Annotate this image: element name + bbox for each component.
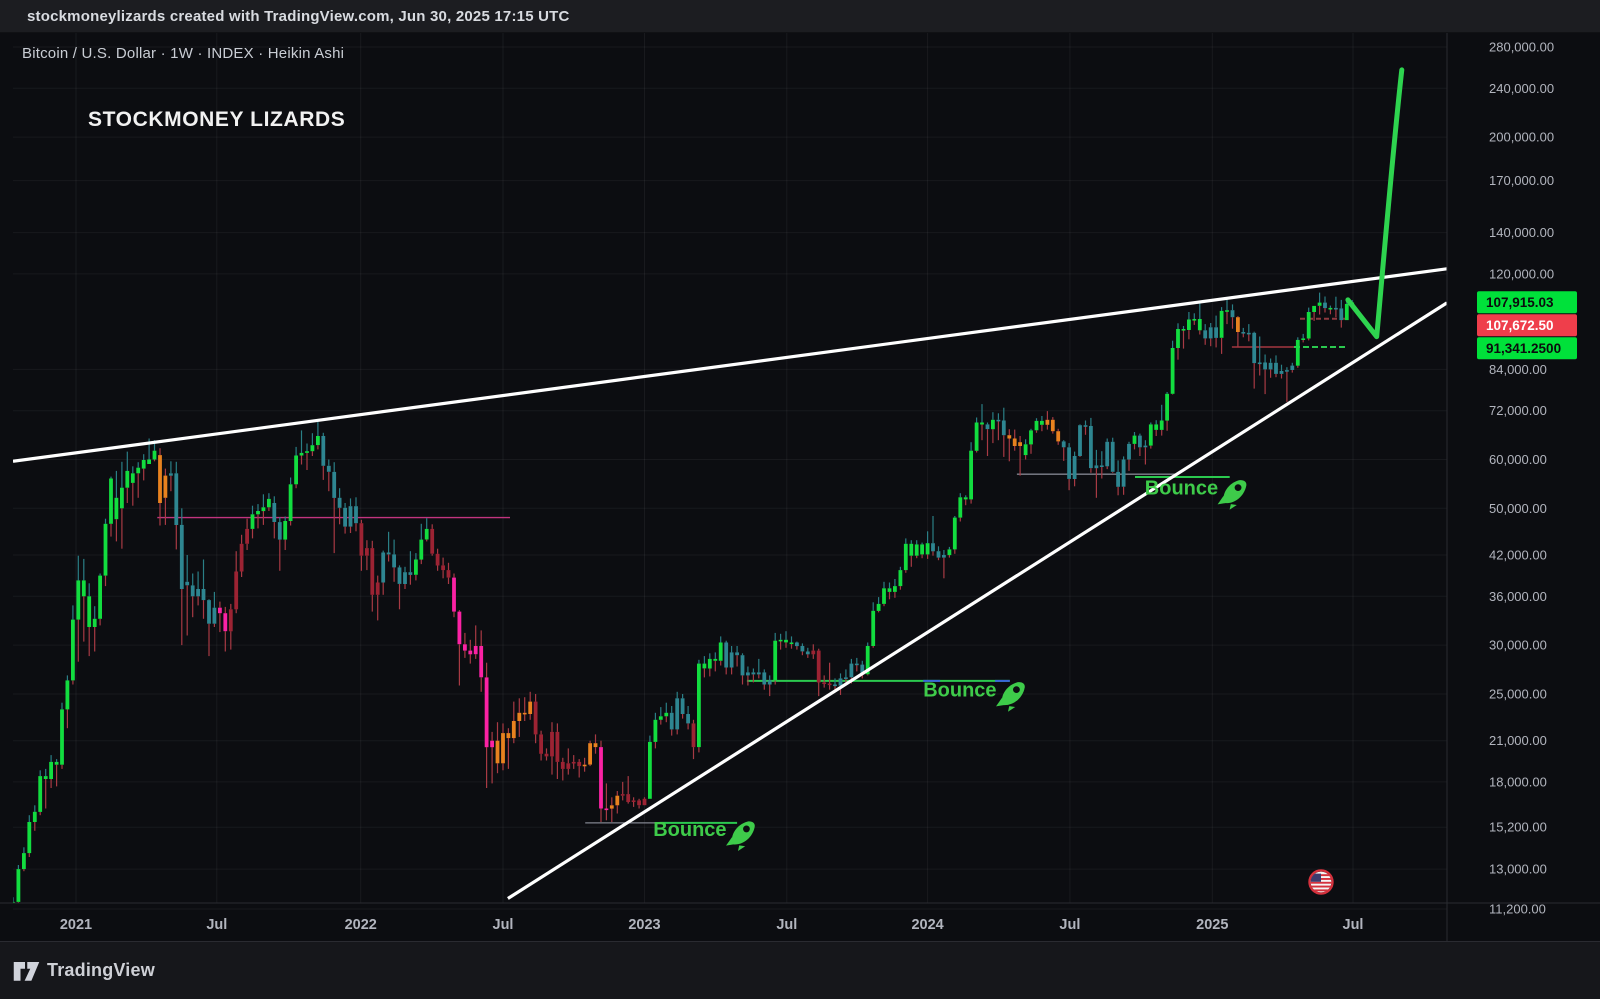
time-axis[interactable]: 2021 Jul 2022 Jul 2023 Jul 2024 Jul 2025 Jul: [60, 917, 1364, 933]
bounce-annotation-2[interactable]: Bounce: [923, 680, 1025, 712]
svg-text:200,000.00: 200,000.00: [1489, 130, 1554, 145]
svg-text:25,000.00: 25,000.00: [1489, 687, 1547, 702]
rocket-icon: [1217, 480, 1247, 510]
svg-text:Jul: Jul: [206, 917, 227, 933]
bounce-annotation-3[interactable]: Bounce: [1145, 478, 1247, 510]
svg-text:Jul: Jul: [493, 917, 514, 933]
trendline-lower[interactable]: [507, 301, 1447, 900]
svg-text:18,000.00: 18,000.00: [1489, 774, 1547, 789]
svg-text:21,000.00: 21,000.00: [1489, 733, 1547, 748]
rocket-icon: [726, 821, 755, 851]
svg-text:Jul: Jul: [776, 917, 797, 933]
svg-text:280,000.00: 280,000.00: [1489, 40, 1554, 55]
svg-text:2023: 2023: [628, 917, 660, 933]
svg-text:120,000.00: 120,000.00: [1489, 266, 1554, 281]
svg-text:91,341.2500: 91,341.2500: [1486, 341, 1561, 356]
svg-text:50,000.00: 50,000.00: [1489, 501, 1547, 516]
svg-text:72,000.00: 72,000.00: [1489, 403, 1547, 418]
svg-text:240,000.00: 240,000.00: [1489, 81, 1554, 96]
us-flag-icon[interactable]: [1308, 869, 1334, 895]
symbol-title: Bitcoin / U.S. Dollar · 1W · INDEX · Hei…: [22, 45, 345, 62]
svg-text:140,000.00: 140,000.00: [1489, 225, 1554, 240]
price-label-0: 107,915.03: [1477, 291, 1577, 314]
svg-text:2021: 2021: [60, 917, 92, 933]
svg-text:Bounce: Bounce: [923, 680, 996, 702]
grid: [13, 33, 1447, 910]
tradingview-logo-icon: [13, 960, 40, 982]
svg-text:2022: 2022: [345, 917, 377, 933]
attribution-text: stockmoneylizards created with TradingVi…: [27, 8, 570, 25]
svg-text:36,000.00: 36,000.00: [1489, 589, 1547, 604]
svg-text:84,000.00: 84,000.00: [1489, 362, 1547, 377]
price-label-2: 91,341.2500: [1477, 337, 1577, 360]
svg-text:15,200.00: 15,200.00: [1489, 820, 1547, 835]
svg-text:2025: 2025: [1196, 917, 1228, 933]
tradingview-brand-label: TradingView: [47, 960, 155, 980]
svg-text:2024: 2024: [911, 917, 943, 933]
rocket-icon: [996, 682, 1025, 712]
projection-arrow[interactable]: [1345, 67, 1405, 340]
price-axis[interactable]: 280,000.00 240,000.00 200,000.00 170,000.00…: [1477, 40, 1577, 917]
tradingview-logo-link[interactable]: TradingView: [13, 960, 155, 982]
svg-text:170,000.00: 170,000.00: [1489, 173, 1554, 188]
svg-text:Jul: Jul: [1343, 917, 1364, 933]
watermark: STOCKMONEY LIZARDS: [88, 108, 346, 131]
svg-text:30,000.00: 30,000.00: [1489, 638, 1547, 653]
bounce-annotation-1[interactable]: Bounce: [653, 819, 755, 851]
svg-text:11,200.00: 11,200.00: [1489, 902, 1546, 917]
svg-text:42,000.00: 42,000.00: [1489, 548, 1547, 563]
svg-text:107,672.50: 107,672.50: [1486, 318, 1554, 333]
svg-text:Bounce: Bounce: [1145, 478, 1218, 500]
price-label-1: 107,672.50: [1477, 314, 1577, 337]
svg-text:60,000.00: 60,000.00: [1489, 452, 1547, 467]
svg-text:Jul: Jul: [1059, 917, 1080, 933]
svg-text:Bounce: Bounce: [653, 819, 726, 841]
svg-text:107,915.03: 107,915.03: [1486, 295, 1554, 310]
attribution-bar: stockmoneylizards created with TradingVi…: [0, 0, 1600, 33]
footer-bar: TradingView: [0, 941, 1600, 999]
heikin-ashi-candles: [13, 292, 1355, 903]
svg-text:13,000.00: 13,000.00: [1489, 862, 1547, 877]
trendline-upper[interactable]: [13, 267, 1447, 463]
